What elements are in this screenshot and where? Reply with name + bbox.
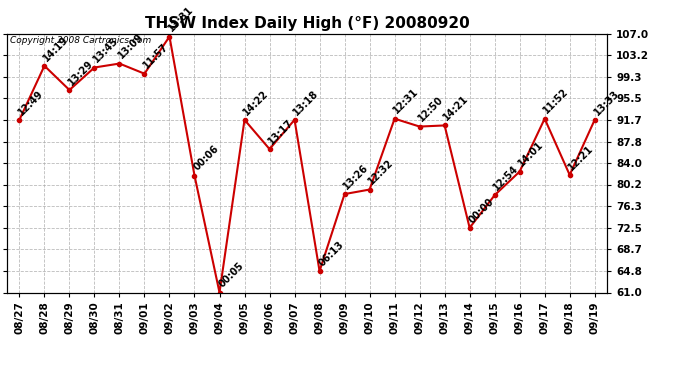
Text: 14:19: 14:19 <box>41 34 70 63</box>
Text: 14:21: 14:21 <box>442 94 471 123</box>
Text: 13:18: 13:18 <box>292 88 321 117</box>
Text: 14:22: 14:22 <box>241 88 270 117</box>
Text: 13:33: 13:33 <box>592 88 621 117</box>
Text: 12:49: 12:49 <box>17 88 46 117</box>
Text: 13:17: 13:17 <box>266 117 295 146</box>
Text: 13:31: 13:31 <box>166 5 195 34</box>
Text: 13:09: 13:09 <box>117 32 146 61</box>
Title: THSW Index Daily High (°F) 20080920: THSW Index Daily High (°F) 20080920 <box>145 16 469 31</box>
Text: 00:06: 00:06 <box>192 144 221 173</box>
Text: 14:01: 14:01 <box>517 140 546 169</box>
Text: 13:45: 13:45 <box>92 36 121 65</box>
Text: 12:21: 12:21 <box>566 143 595 172</box>
Text: 06:13: 06:13 <box>317 239 346 268</box>
Text: 11:52: 11:52 <box>542 87 571 116</box>
Text: 13:29: 13:29 <box>66 58 95 87</box>
Text: 11:57: 11:57 <box>141 42 170 71</box>
Text: 13:26: 13:26 <box>342 162 371 191</box>
Text: 12:50: 12:50 <box>417 95 446 124</box>
Text: 12:32: 12:32 <box>366 158 395 187</box>
Text: 00:00: 00:00 <box>466 196 495 225</box>
Text: 00:05: 00:05 <box>217 261 246 290</box>
Text: 12:31: 12:31 <box>392 87 421 116</box>
Text: Copyright 2008 Cartronics.com: Copyright 2008 Cartronics.com <box>10 36 151 45</box>
Text: 12:54: 12:54 <box>492 164 521 192</box>
